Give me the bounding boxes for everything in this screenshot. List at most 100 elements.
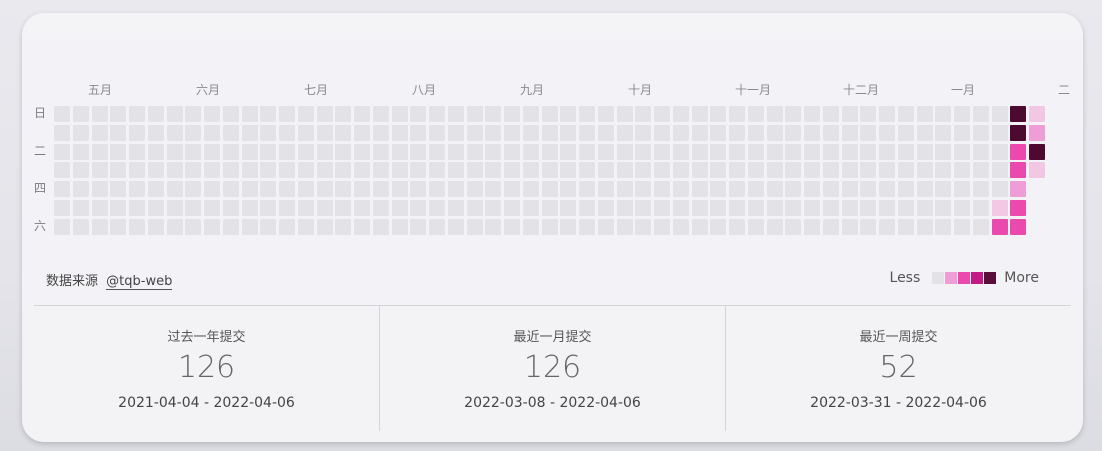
heatmap-cell[interactable] xyxy=(972,143,989,160)
heatmap-cell[interactable] xyxy=(804,106,820,122)
heatmap-cell[interactable] xyxy=(166,218,183,235)
heatmap-cell[interactable] xyxy=(841,162,858,179)
heatmap-cell[interactable] xyxy=(429,124,445,141)
heatmap-cell[interactable] xyxy=(429,162,445,179)
heatmap-cell[interactable] xyxy=(354,143,370,160)
heatmap-cell[interactable] xyxy=(879,162,895,179)
heatmap-cell[interactable] xyxy=(485,199,502,216)
heatmap-cell[interactable] xyxy=(635,162,652,179)
heatmap-cell[interactable] xyxy=(972,181,989,197)
heatmap-cell[interactable] xyxy=(354,199,370,216)
heatmap-cell[interactable] xyxy=(991,162,1008,179)
heatmap-cell[interactable] xyxy=(560,218,577,235)
heatmap-cell[interactable] xyxy=(354,162,370,179)
heatmap-cell[interactable] xyxy=(822,218,839,235)
heatmap-cell[interactable] xyxy=(54,124,70,141)
heatmap-cell[interactable] xyxy=(335,124,352,141)
heatmap-cell[interactable] xyxy=(129,218,145,235)
heatmap-cell[interactable] xyxy=(204,106,220,122)
heatmap-cell[interactable] xyxy=(579,106,595,122)
heatmap-cell[interactable] xyxy=(766,181,783,197)
heatmap-cell[interactable] xyxy=(841,181,858,197)
heatmap-cell[interactable] xyxy=(466,162,483,179)
heatmap-cell[interactable] xyxy=(785,218,802,235)
heatmap-cell[interactable] xyxy=(635,218,652,235)
heatmap-cell[interactable] xyxy=(954,143,970,160)
heatmap-cell[interactable] xyxy=(766,218,783,235)
heatmap-cell[interactable] xyxy=(541,162,558,179)
heatmap-cell[interactable] xyxy=(935,162,952,179)
heatmap-cell[interactable] xyxy=(1010,143,1027,160)
heatmap-cell[interactable] xyxy=(522,218,539,235)
heatmap-cell[interactable] xyxy=(260,143,277,160)
heatmap-cell[interactable] xyxy=(710,143,727,160)
heatmap-cell[interactable] xyxy=(110,181,127,197)
heatmap-cell[interactable] xyxy=(954,106,970,122)
heatmap-cell[interactable] xyxy=(991,106,1008,122)
heatmap-cell[interactable] xyxy=(710,218,727,235)
heatmap-cell[interactable] xyxy=(166,124,183,141)
heatmap-cell[interactable] xyxy=(822,181,839,197)
heatmap-cell[interactable] xyxy=(335,106,352,122)
heatmap-cell[interactable] xyxy=(804,199,820,216)
heatmap-cell[interactable] xyxy=(279,162,295,179)
heatmap-cell[interactable] xyxy=(429,106,445,122)
heatmap-cell[interactable] xyxy=(579,124,595,141)
heatmap-cell[interactable] xyxy=(616,218,633,235)
heatmap-cell[interactable] xyxy=(916,181,933,197)
heatmap-cell[interactable] xyxy=(1029,162,1045,179)
heatmap-cell[interactable] xyxy=(935,218,952,235)
heatmap-cell[interactable] xyxy=(466,124,483,141)
heatmap-cell[interactable] xyxy=(447,106,464,122)
heatmap-cell[interactable] xyxy=(1010,106,1027,122)
heatmap-cell[interactable] xyxy=(147,181,164,197)
heatmap-cell[interactable] xyxy=(410,181,427,197)
heatmap-cell[interactable] xyxy=(279,218,295,235)
heatmap-cell[interactable] xyxy=(166,106,183,122)
heatmap-cell[interactable] xyxy=(954,162,970,179)
heatmap-cell[interactable] xyxy=(672,106,689,122)
heatmap-cell[interactable] xyxy=(204,181,220,197)
heatmap-cell[interactable] xyxy=(166,199,183,216)
heatmap-cell[interactable] xyxy=(841,106,858,122)
heatmap-cell[interactable] xyxy=(710,106,727,122)
heatmap-cell[interactable] xyxy=(991,218,1008,235)
heatmap-cell[interactable] xyxy=(72,218,89,235)
heatmap-cell[interactable] xyxy=(616,162,633,179)
heatmap-cell[interactable] xyxy=(54,106,70,122)
heatmap-cell[interactable] xyxy=(522,106,539,122)
heatmap-cell[interactable] xyxy=(860,218,877,235)
heatmap-cell[interactable] xyxy=(466,218,483,235)
heatmap-cell[interactable] xyxy=(991,181,1008,197)
heatmap-cell[interactable] xyxy=(766,124,783,141)
heatmap-cell[interactable] xyxy=(579,218,595,235)
heatmap-cell[interactable] xyxy=(54,218,70,235)
heatmap-cell[interactable] xyxy=(335,218,352,235)
heatmap-cell[interactable] xyxy=(335,162,352,179)
heatmap-cell[interactable] xyxy=(429,181,445,197)
heatmap-cell[interactable] xyxy=(391,181,408,197)
heatmap-cell[interactable] xyxy=(1010,218,1027,235)
heatmap-cell[interactable] xyxy=(260,218,277,235)
heatmap-cell[interactable] xyxy=(785,124,802,141)
heatmap-cell[interactable] xyxy=(485,181,502,197)
heatmap-cell[interactable] xyxy=(129,143,145,160)
heatmap-cell[interactable] xyxy=(916,218,933,235)
heatmap-cell[interactable] xyxy=(522,181,539,197)
heatmap-cell[interactable] xyxy=(1010,199,1027,216)
heatmap-cell[interactable] xyxy=(129,181,145,197)
heatmap-cell[interactable] xyxy=(166,143,183,160)
heatmap-cell[interactable] xyxy=(504,106,520,122)
heatmap-cell[interactable] xyxy=(354,181,370,197)
heatmap-cell[interactable] xyxy=(110,199,127,216)
heatmap-cell[interactable] xyxy=(1010,162,1027,179)
heatmap-cell[interactable] xyxy=(785,181,802,197)
heatmap-cell[interactable] xyxy=(841,199,858,216)
heatmap-cell[interactable] xyxy=(297,124,314,141)
heatmap-cell[interactable] xyxy=(110,162,127,179)
heatmap-cell[interactable] xyxy=(654,162,670,179)
heatmap-cell[interactable] xyxy=(147,218,164,235)
heatmap-cell[interactable] xyxy=(185,218,202,235)
heatmap-cell[interactable] xyxy=(616,106,633,122)
heatmap-cell[interactable] xyxy=(316,162,333,179)
